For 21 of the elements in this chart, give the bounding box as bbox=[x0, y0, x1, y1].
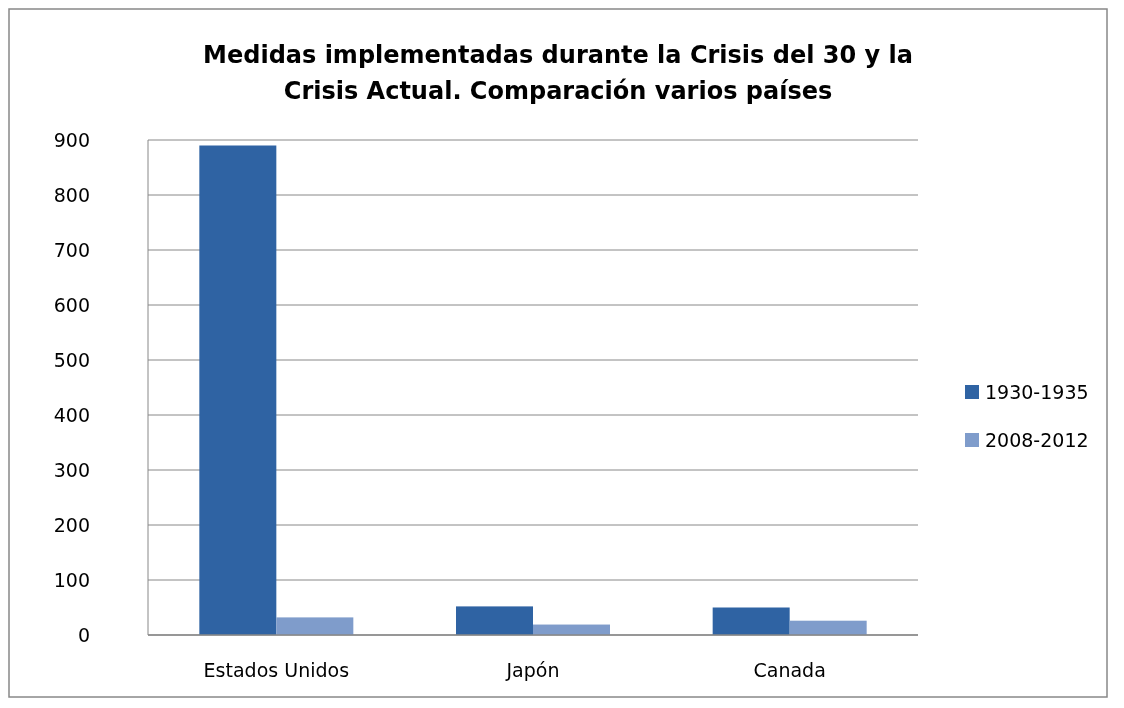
y-tick-label: 900 bbox=[53, 128, 90, 151]
bar bbox=[712, 607, 790, 635]
y-tick-label: 0 bbox=[77, 623, 90, 646]
y-tick-label: 500 bbox=[53, 348, 90, 371]
legend-label: 2008-2012 bbox=[985, 428, 1089, 451]
x-tick-label: Canada bbox=[753, 659, 826, 681]
y-tick-label: 400 bbox=[53, 403, 90, 426]
y-tick-label: 100 bbox=[53, 568, 90, 591]
y-tick-label: 700 bbox=[53, 238, 90, 261]
bar bbox=[789, 620, 867, 635]
bar bbox=[276, 617, 354, 635]
x-tick-label: Estados Unidos bbox=[203, 659, 350, 681]
bar bbox=[456, 606, 533, 635]
bar bbox=[199, 145, 277, 635]
chart-title: Medidas implementadas durante la Crisis del 30 y la Crisis Actual. Comparación varios países bbox=[203, 41, 913, 105]
y-tick-label: 800 bbox=[53, 183, 90, 206]
y-tick-label: 600 bbox=[53, 293, 90, 316]
x-tick-label: Japón bbox=[505, 659, 560, 681]
y-tick-label: 200 bbox=[53, 513, 90, 536]
y-tick-label: 300 bbox=[53, 458, 90, 481]
legend-label: 1930-1935 bbox=[985, 380, 1089, 403]
